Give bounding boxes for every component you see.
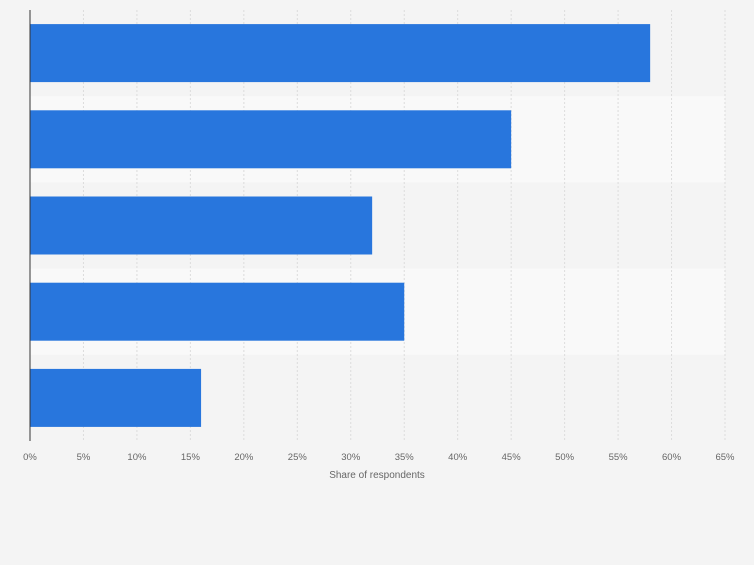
x-tick-label: 15% bbox=[181, 452, 201, 463]
x-tick-label: 35% bbox=[395, 452, 415, 463]
x-tick-labels: 0% 5% 10% 15% 20% 25% 30% 35% 40% 45% 50% 55% 60% 65% bbox=[23, 452, 735, 463]
x-tick-label: 20% bbox=[234, 452, 254, 463]
x-tick-label: 5% bbox=[77, 452, 91, 463]
x-tick-label: 55% bbox=[609, 452, 629, 463]
x-tick-label: 25% bbox=[288, 452, 308, 463]
x-axis-label: Share of respondents bbox=[329, 470, 425, 481]
x-tick-label: 50% bbox=[555, 452, 575, 463]
bar[interactable] bbox=[30, 368, 202, 427]
bar[interactable] bbox=[30, 24, 651, 83]
x-tick-label: 65% bbox=[715, 452, 735, 463]
bar[interactable] bbox=[30, 196, 373, 255]
x-tick-label: 40% bbox=[448, 452, 468, 463]
x-tick-label: 60% bbox=[662, 452, 682, 463]
x-tick-label: 30% bbox=[341, 452, 361, 463]
bars bbox=[30, 24, 651, 427]
x-tick-label: 10% bbox=[127, 452, 147, 463]
bar[interactable] bbox=[30, 282, 405, 341]
bar[interactable] bbox=[30, 110, 512, 169]
x-tick-label: 45% bbox=[502, 452, 522, 463]
x-tick-label: 0% bbox=[23, 452, 37, 463]
